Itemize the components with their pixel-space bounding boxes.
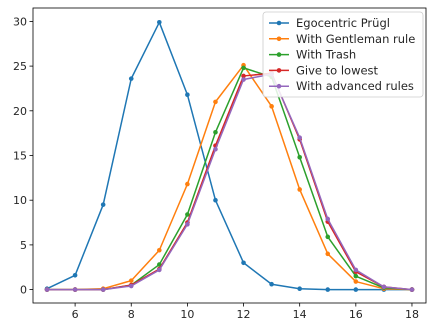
data-point bbox=[382, 285, 387, 290]
y-tick-label: 5 bbox=[20, 239, 27, 252]
x-tick-label: 6 bbox=[72, 308, 79, 321]
data-point bbox=[325, 252, 330, 257]
data-point bbox=[129, 278, 134, 283]
y-tick-label: 20 bbox=[13, 105, 27, 118]
data-point bbox=[297, 187, 302, 192]
data-point bbox=[185, 182, 190, 187]
data-point bbox=[241, 66, 246, 71]
data-point bbox=[73, 287, 78, 292]
data-point bbox=[213, 130, 218, 135]
data-point bbox=[73, 273, 78, 278]
legend-label: Egocentric Prügl bbox=[296, 16, 390, 30]
y-tick-label: 0 bbox=[20, 284, 27, 297]
data-point bbox=[101, 287, 106, 292]
data-point bbox=[129, 284, 134, 289]
data-point bbox=[213, 100, 218, 105]
legend-swatch-marker bbox=[277, 37, 282, 42]
data-point bbox=[45, 287, 50, 292]
data-point bbox=[297, 135, 302, 140]
data-point bbox=[157, 248, 162, 253]
x-tick-label: 10 bbox=[180, 308, 194, 321]
data-point bbox=[297, 155, 302, 160]
y-tick-label: 15 bbox=[13, 150, 27, 163]
legend-swatch-marker bbox=[277, 21, 282, 26]
data-point bbox=[325, 287, 330, 292]
x-tick-label: 18 bbox=[405, 308, 419, 321]
data-point bbox=[157, 268, 162, 273]
data-point bbox=[185, 222, 190, 227]
x-tick-label: 14 bbox=[293, 308, 307, 321]
data-point bbox=[269, 282, 274, 287]
data-point bbox=[129, 76, 134, 81]
x-tick-label: 16 bbox=[349, 308, 363, 321]
data-point bbox=[354, 287, 359, 292]
data-point bbox=[241, 260, 246, 265]
data-point bbox=[185, 92, 190, 97]
data-point bbox=[354, 268, 359, 273]
data-point bbox=[297, 286, 302, 291]
legend-label: With Gentleman rule bbox=[296, 32, 415, 46]
data-point bbox=[241, 77, 246, 82]
data-point bbox=[101, 202, 106, 207]
x-tick-label: 12 bbox=[237, 308, 251, 321]
y-tick-label: 30 bbox=[13, 15, 27, 28]
legend-swatch-marker bbox=[277, 68, 282, 73]
y-tick-label: 10 bbox=[13, 194, 27, 207]
legend-label: With Trash bbox=[296, 48, 356, 62]
x-tick-label: 8 bbox=[128, 308, 135, 321]
y-tick-label: 25 bbox=[13, 60, 27, 73]
legend-label: Give to lowest bbox=[296, 63, 379, 77]
data-point bbox=[354, 274, 359, 279]
data-point bbox=[354, 279, 359, 284]
data-point bbox=[213, 198, 218, 203]
data-point bbox=[325, 235, 330, 240]
data-point bbox=[410, 287, 415, 292]
legend-swatch-marker bbox=[277, 52, 282, 57]
legend-label: With advanced rules bbox=[296, 79, 414, 93]
data-point bbox=[325, 217, 330, 222]
legend-swatch-marker bbox=[277, 84, 282, 89]
data-point bbox=[157, 20, 162, 25]
data-point bbox=[213, 147, 218, 152]
legend: Egocentric Prügl With Gentleman rule With … bbox=[263, 12, 423, 97]
data-point bbox=[269, 104, 274, 109]
